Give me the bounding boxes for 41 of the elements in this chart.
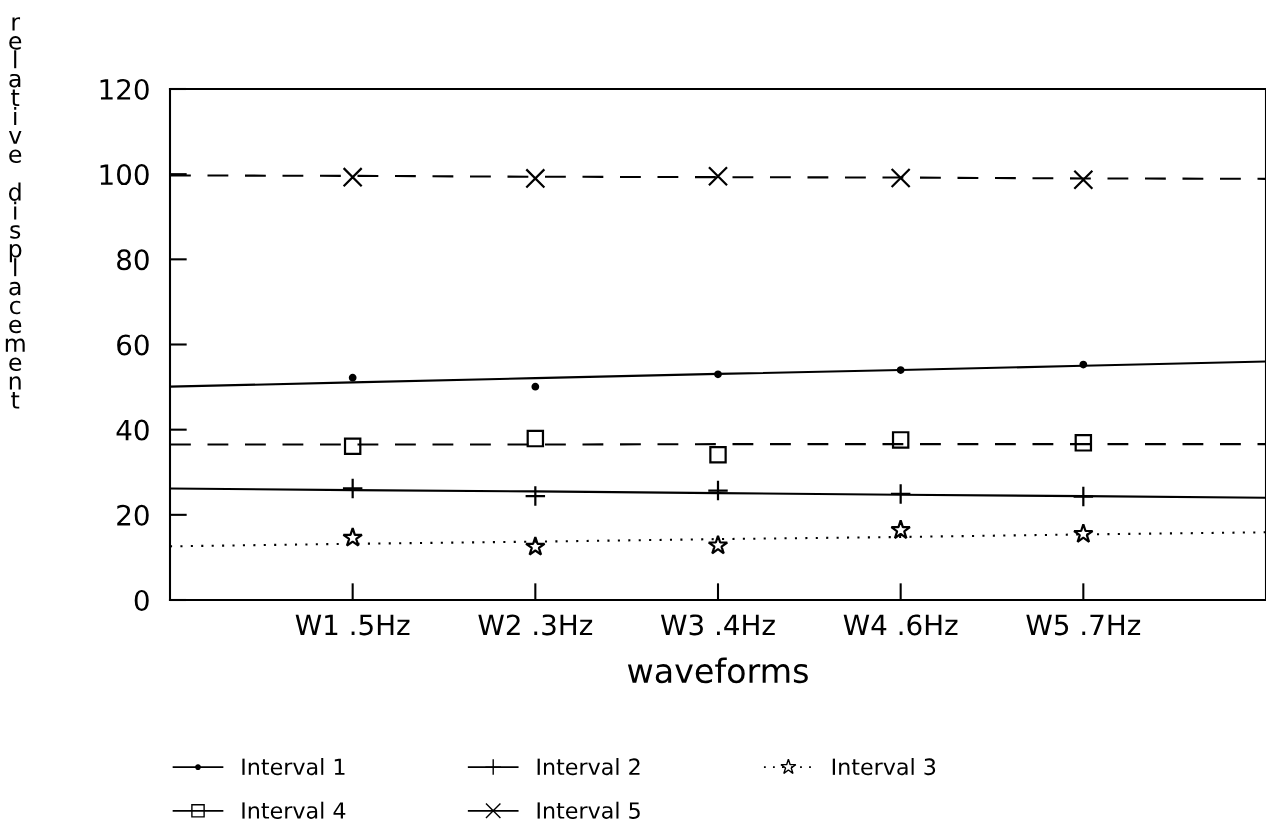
y-tick-label: 0 [134,589,149,611]
point [342,167,363,188]
x-tick-label: W5 .7Hz [1026,614,1141,636]
x-tick-label: W3 .4Hz [660,614,775,636]
x-tick-label: W4 .6Hz [843,614,958,636]
y-tick-label: 60 [117,334,149,356]
legend-label: Interval 5 [537,801,640,819]
point [526,429,545,448]
legend-label: Interval 3 [832,757,936,776]
point [525,168,546,189]
point [531,382,540,391]
x-tick-label: W1 .5Hz [295,614,410,636]
point [707,166,729,187]
point [524,535,546,556]
point [1073,169,1094,190]
point [1074,434,1093,452]
point [890,519,912,540]
point [524,485,547,507]
point [707,534,729,555]
point [709,446,727,464]
y-tick-label: 80 [117,249,149,271]
point [1072,523,1094,543]
legend-label: Interval 1 [242,757,345,776]
point [342,527,364,547]
x-axis-title: waveforms [627,657,808,684]
y-tick-label: 20 [117,504,149,526]
legend-label: Interval 2 [537,757,640,776]
legend-label: Interval 4 [242,801,346,819]
point [1072,485,1095,508]
y-tick-label: 40 [116,419,149,441]
x-tick-label: W2 .3Hz [478,614,593,636]
y-tick-label: 100 [100,164,149,186]
point [889,483,912,505]
text: relative displacement [5,17,25,409]
point [891,431,910,449]
point [341,477,364,500]
point [343,437,362,456]
point [707,479,729,502]
point [348,373,357,382]
point [890,167,911,189]
y-tick-label: 120 [100,78,149,100]
